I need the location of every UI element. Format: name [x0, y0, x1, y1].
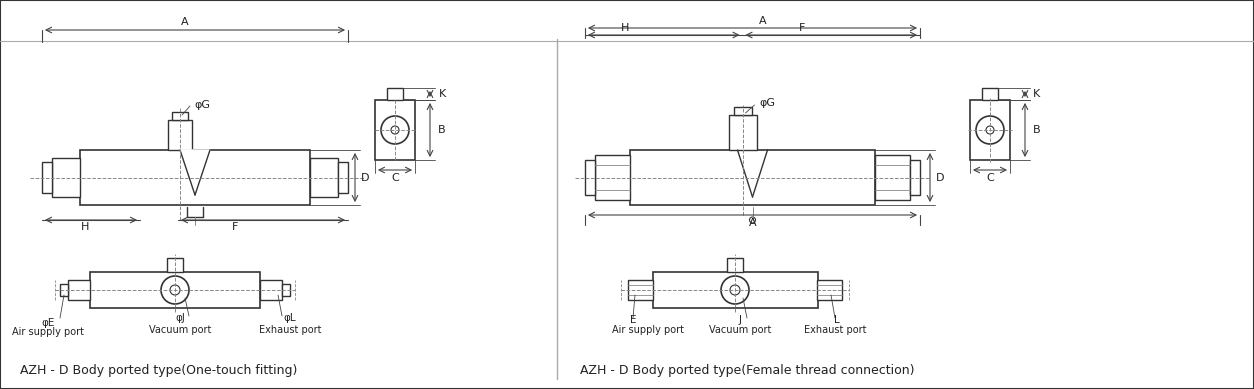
- Bar: [41, 162, 51, 193]
- Bar: [310, 158, 339, 197]
- Bar: [168, 120, 192, 150]
- Bar: [80, 150, 310, 205]
- Bar: [68, 280, 90, 300]
- Text: D: D: [935, 172, 944, 182]
- Text: AZH - D Body ported type(Female thread connection): AZH - D Body ported type(Female thread c…: [581, 364, 914, 377]
- Circle shape: [730, 285, 740, 295]
- Text: F: F: [799, 23, 805, 33]
- Text: Air supply port: Air supply port: [13, 327, 84, 337]
- Circle shape: [381, 116, 409, 144]
- Circle shape: [391, 126, 399, 134]
- Text: φE: φE: [41, 318, 55, 328]
- Bar: [172, 112, 188, 120]
- Bar: [729, 115, 756, 150]
- Bar: [727, 258, 744, 272]
- Text: φL: φL: [283, 313, 296, 323]
- Bar: [282, 284, 290, 296]
- Text: A: A: [749, 218, 756, 228]
- Bar: [339, 162, 349, 193]
- Text: Vacuum port: Vacuum port: [709, 325, 771, 335]
- Bar: [653, 272, 818, 308]
- Text: φG: φG: [194, 100, 209, 110]
- Text: AZH - D Body ported type(One-touch fitting): AZH - D Body ported type(One-touch fitti…: [20, 364, 297, 377]
- Text: E: E: [630, 315, 636, 325]
- Text: F: F: [232, 222, 238, 232]
- Text: B: B: [438, 125, 446, 135]
- Polygon shape: [181, 150, 209, 195]
- Text: Exhaust port: Exhaust port: [804, 325, 867, 335]
- Text: H: H: [621, 23, 630, 33]
- Text: J: J: [739, 315, 741, 325]
- Text: φJ: φJ: [176, 313, 184, 323]
- Circle shape: [721, 276, 749, 304]
- Bar: [734, 107, 751, 115]
- Bar: [387, 88, 403, 100]
- Bar: [875, 155, 910, 200]
- Bar: [167, 258, 183, 272]
- Bar: [971, 100, 1009, 160]
- Circle shape: [986, 126, 994, 134]
- Text: Air supply port: Air supply port: [612, 325, 683, 335]
- Bar: [982, 88, 998, 100]
- Text: A: A: [181, 17, 189, 27]
- Text: C: C: [391, 173, 399, 183]
- Bar: [586, 160, 594, 195]
- Text: Vacuum port: Vacuum port: [149, 325, 211, 335]
- Bar: [818, 280, 841, 300]
- Text: K: K: [439, 89, 445, 99]
- Text: Exhaust port: Exhaust port: [258, 325, 321, 335]
- Bar: [60, 284, 68, 296]
- Bar: [90, 272, 260, 308]
- Bar: [375, 100, 415, 160]
- Circle shape: [976, 116, 1004, 144]
- Circle shape: [750, 217, 755, 223]
- Bar: [628, 280, 653, 300]
- Text: L: L: [834, 315, 840, 325]
- Text: D: D: [361, 172, 369, 182]
- Bar: [51, 158, 80, 197]
- Bar: [594, 155, 630, 200]
- Text: K: K: [1033, 89, 1041, 99]
- Text: A: A: [759, 16, 766, 26]
- Text: C: C: [986, 173, 994, 183]
- Bar: [260, 280, 282, 300]
- Circle shape: [171, 285, 181, 295]
- Bar: [630, 150, 875, 205]
- Circle shape: [161, 276, 189, 304]
- Text: φG: φG: [760, 98, 775, 108]
- Text: H: H: [80, 222, 89, 232]
- Text: B: B: [1033, 125, 1041, 135]
- Bar: [910, 160, 920, 195]
